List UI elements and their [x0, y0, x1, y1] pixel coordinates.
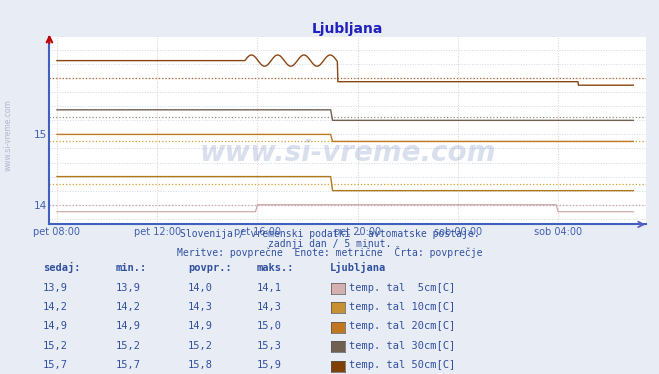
Text: 15,7: 15,7: [115, 361, 140, 370]
Text: 14,2: 14,2: [43, 302, 68, 312]
Text: zadnji dan / 5 minut.: zadnji dan / 5 minut.: [268, 239, 391, 249]
Text: Meritve: povprečne  Enote: metrične  Črta: povprečje: Meritve: povprečne Enote: metrične Črta:…: [177, 246, 482, 258]
Text: 15,8: 15,8: [188, 361, 213, 370]
Text: 14,9: 14,9: [43, 322, 68, 331]
Text: 14,0: 14,0: [188, 283, 213, 292]
Title: Ljubljana: Ljubljana: [312, 22, 384, 36]
Text: temp. tal 50cm[C]: temp. tal 50cm[C]: [349, 361, 455, 370]
Text: 15,9: 15,9: [257, 361, 282, 370]
Text: maks.:: maks.:: [257, 263, 295, 273]
Text: Ljubljana: Ljubljana: [330, 262, 386, 273]
Text: Slovenija / vremenski podatki - avtomatske postaje.: Slovenija / vremenski podatki - avtomats…: [180, 230, 479, 239]
Text: temp. tal 20cm[C]: temp. tal 20cm[C]: [349, 322, 455, 331]
Text: 14,2: 14,2: [115, 302, 140, 312]
Text: www.si-vreme.com: www.si-vreme.com: [200, 140, 496, 167]
Text: 14,3: 14,3: [188, 302, 213, 312]
Text: 15,2: 15,2: [188, 341, 213, 351]
Text: www.si-vreme.com: www.si-vreme.com: [3, 99, 13, 171]
Text: 14,9: 14,9: [188, 322, 213, 331]
Text: temp. tal 10cm[C]: temp. tal 10cm[C]: [349, 302, 455, 312]
Text: 15,2: 15,2: [115, 341, 140, 351]
Text: 13,9: 13,9: [43, 283, 68, 292]
Text: min.:: min.:: [115, 263, 146, 273]
Text: 14,3: 14,3: [257, 302, 282, 312]
Text: 15,7: 15,7: [43, 361, 68, 370]
Text: temp. tal 30cm[C]: temp. tal 30cm[C]: [349, 341, 455, 351]
Text: 14,9: 14,9: [115, 322, 140, 331]
Text: povpr.:: povpr.:: [188, 263, 231, 273]
Text: 15,3: 15,3: [257, 341, 282, 351]
Text: 14,1: 14,1: [257, 283, 282, 292]
Text: 15,2: 15,2: [43, 341, 68, 351]
Text: temp. tal  5cm[C]: temp. tal 5cm[C]: [349, 283, 455, 292]
Text: 15,0: 15,0: [257, 322, 282, 331]
Text: sedaj:: sedaj:: [43, 262, 80, 273]
Text: 13,9: 13,9: [115, 283, 140, 292]
